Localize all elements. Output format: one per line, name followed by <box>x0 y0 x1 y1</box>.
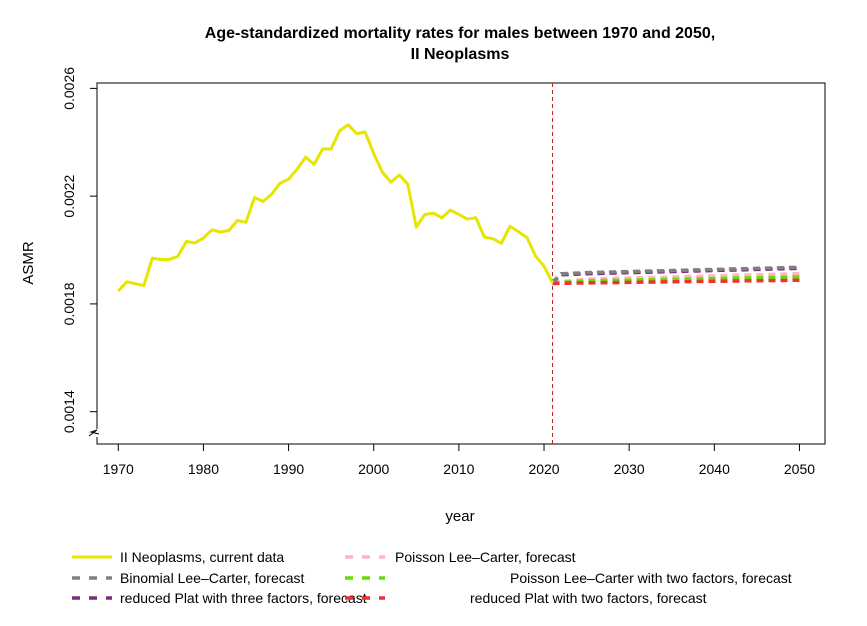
legend-label: reduced Plat with two factors, forecast <box>470 590 707 606</box>
x-axis: 1970 1980 1990 2000 2010 2020 2030 2040 2050 <box>103 443 815 477</box>
series-line-3 <box>552 275 800 285</box>
legend-label: reduced Plat with three factors, forecas… <box>120 590 367 606</box>
x-tick-label: 2020 <box>528 461 559 477</box>
series-line-2 <box>551 265 800 284</box>
y-axis-label: ASMR <box>20 241 37 285</box>
plot-area <box>117 83 800 444</box>
x-tick-label: 1970 <box>103 461 134 477</box>
legend-label: Poisson Lee–Carter, forecast <box>395 549 576 565</box>
chart-title-line-2: II Neoplasms <box>411 46 510 63</box>
y-tick-label: 0.0022 <box>61 175 77 218</box>
y-tick-label: 0.0026 <box>61 67 77 110</box>
x-tick-label: 2050 <box>784 461 815 477</box>
x-tick-label: 2010 <box>443 461 474 477</box>
x-tick-label: 1980 <box>188 461 219 477</box>
x-axis-label: year <box>445 508 474 525</box>
x-tick-label: 2000 <box>358 461 389 477</box>
series-line-1 <box>552 271 800 285</box>
series-line-5 <box>552 278 800 286</box>
legend-label: II Neoplasms, current data <box>120 549 284 565</box>
x-tick-label: 2040 <box>699 461 730 477</box>
plot-frame <box>96 82 826 445</box>
axis-break-mark <box>88 429 100 437</box>
series-line-0 <box>117 123 554 293</box>
x-tick-label: 2030 <box>614 461 645 477</box>
x-tick-label: 1990 <box>273 461 304 477</box>
y-axis: 0.0014 0.0018 0.0022 0.0026 <box>61 67 101 444</box>
y-tick-label: 0.0014 <box>61 390 77 433</box>
y-tick-label: 0.0018 <box>61 282 77 325</box>
chart-title-line-1: Age-standardized mortality rates for mal… <box>205 25 715 42</box>
legend: II Neoplasms, current data Poisson Lee–Ca… <box>72 549 792 606</box>
legend-label: Binomial Lee–Carter, forecast <box>120 570 305 586</box>
legend-label: Poisson Lee–Carter with two factors, for… <box>510 570 792 586</box>
